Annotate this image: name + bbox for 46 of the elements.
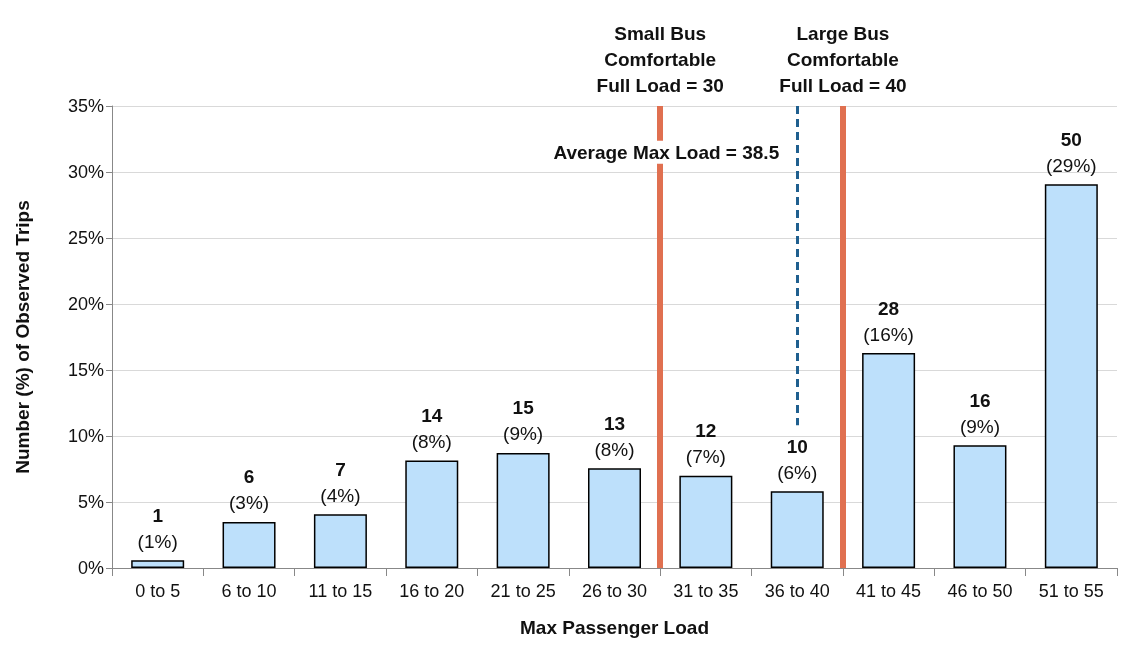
x-tick-label: 41 to 45 xyxy=(856,581,922,601)
data-label: 1 (1%) xyxy=(137,504,178,552)
data-label: 28 (16%) xyxy=(863,297,914,345)
x-tick-label: 16 to 20 xyxy=(399,581,465,601)
bar xyxy=(496,452,550,568)
bar xyxy=(862,353,916,568)
text: Large Bus Comfortable Full Load = 40 xyxy=(779,22,907,96)
x-tick-label: 6 to 10 xyxy=(221,581,277,601)
ref-line-label: Average Max Load = 38.5 xyxy=(553,141,780,163)
y-tick-label: 35% xyxy=(67,96,104,116)
data-label: 10 (6%) xyxy=(777,435,818,483)
bar xyxy=(222,521,276,568)
bar xyxy=(953,445,1007,568)
data-label: 14 (8%) xyxy=(411,405,452,453)
bar xyxy=(405,460,459,568)
x-tick-label: 21 to 25 xyxy=(490,581,556,601)
text: Small Bus Comfortable Full Load = 30 xyxy=(596,22,724,96)
y-tick-label: 0% xyxy=(77,558,104,578)
x-axis-title: Max Passenger Load xyxy=(519,617,710,638)
x-tick-label: 11 to 15 xyxy=(308,581,373,601)
y-tick-label: 10% xyxy=(67,426,104,446)
data-label: 16 (9%) xyxy=(959,389,1001,437)
data-label: 6 (3%) xyxy=(228,466,270,514)
bar xyxy=(131,560,185,568)
y-axis-title: Number (%) of Observed Trips xyxy=(12,200,33,474)
x-tick-label: 36 to 40 xyxy=(764,581,830,601)
x-tick-label: 51 to 55 xyxy=(1038,581,1104,601)
data-label: 15 (9%) xyxy=(503,397,544,445)
bar xyxy=(770,491,824,568)
data-label: 12 (7%) xyxy=(685,420,726,468)
data-label: 7 (4%) xyxy=(320,458,361,506)
x-tick-label: 31 to 35 xyxy=(673,581,739,601)
y-tick-label: 5% xyxy=(77,492,104,512)
bar xyxy=(313,514,367,568)
y-tick-label: 15% xyxy=(67,360,104,380)
y-tick-label: 25% xyxy=(67,228,104,248)
bar xyxy=(679,475,733,568)
x-tick-label: 0 to 5 xyxy=(135,581,181,601)
x-tick-label: 46 to 50 xyxy=(947,581,1013,601)
x-tick-label: 26 to 30 xyxy=(581,581,648,601)
data-label: 13 (8%) xyxy=(594,412,635,460)
bar xyxy=(1044,184,1098,568)
y-tick-label: 30% xyxy=(67,162,104,182)
y-tick-label: 20% xyxy=(67,294,104,314)
bar xyxy=(588,468,641,568)
data-label: 50 (29%) xyxy=(1045,128,1097,176)
